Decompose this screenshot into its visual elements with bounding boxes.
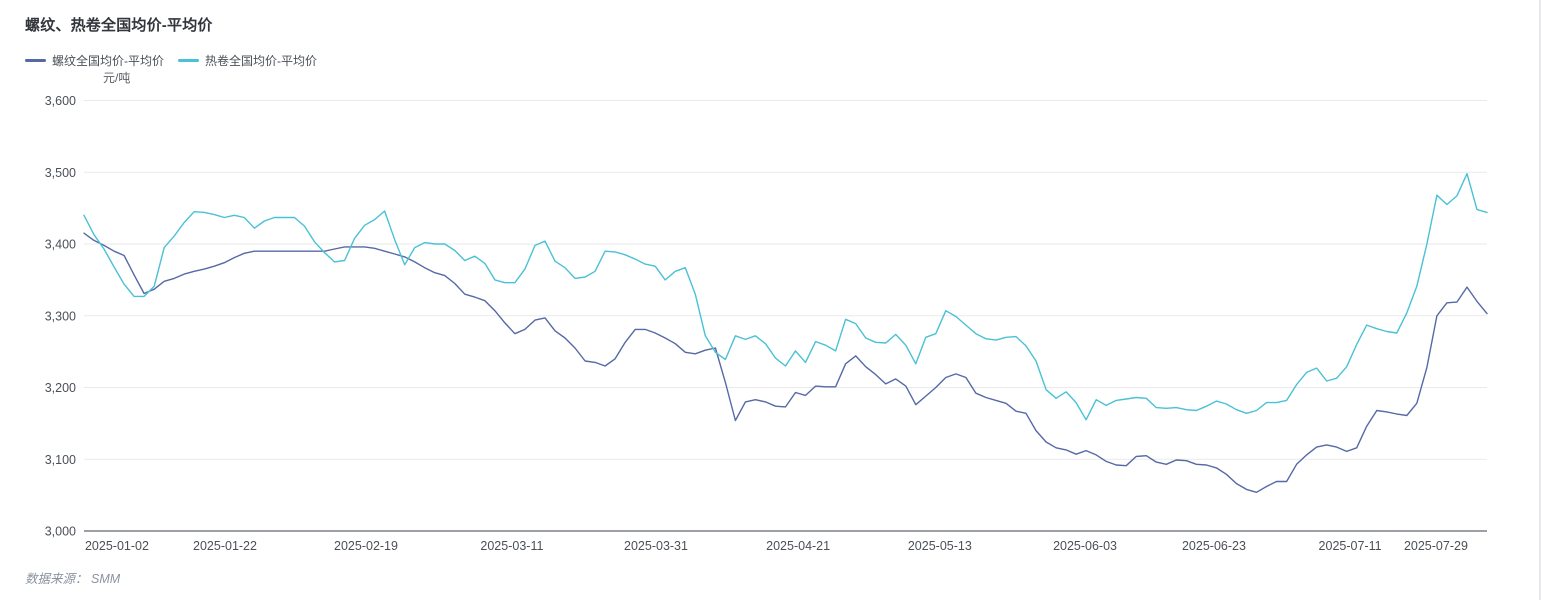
y-tick-label: 3,600	[45, 94, 76, 108]
y-tick-label: 3,300	[45, 309, 76, 323]
x-tick-label: 2025-05-13	[908, 539, 972, 553]
y-tick-label: 3,200	[45, 381, 76, 395]
x-tick-label: 2025-03-11	[480, 539, 543, 553]
panel-right-border	[1539, 0, 1541, 600]
y-tick-label: 3,400	[45, 238, 76, 252]
x-tick-label: 2025-01-22	[193, 539, 257, 553]
y-tick-label: 3,100	[45, 453, 76, 467]
x-tick-label: 2025-07-11	[1319, 539, 1382, 553]
y-axis-unit-label: 元/吨	[103, 71, 131, 85]
x-tick-label: 2025-07-29	[1404, 539, 1468, 553]
legend-item-rebar[interactable]: 螺纹全国均价-平均价	[25, 52, 164, 69]
data-source-note: 数据来源： SMM	[25, 568, 120, 587]
x-tick-label: 2025-06-23	[1182, 539, 1246, 553]
legend-label-rebar: 螺纹全国均价-平均价	[52, 54, 164, 68]
x-tick-label: 2025-01-02	[85, 539, 149, 553]
legend-label-hot-coil: 热卷全国均价-平均价	[205, 54, 317, 68]
legend-item-hot-coil[interactable]: 热卷全国均价-平均价	[178, 52, 317, 69]
y-tick-label: 3,000	[45, 525, 76, 539]
legend-swatch-rebar	[25, 59, 46, 62]
y-tick-label: 3,500	[45, 166, 76, 180]
chart-title: 螺纹、热卷全国均价-平均价	[25, 17, 213, 34]
x-tick-label: 2025-04-21	[766, 539, 830, 553]
series-line-hot-coil	[83, 172, 1488, 421]
x-tick-label: 2025-03-31	[624, 539, 688, 553]
series-line-rebar	[83, 232, 1488, 493]
x-tick-label: 2025-02-19	[334, 539, 398, 553]
data-source-value: SMM	[91, 572, 121, 586]
x-tick-label: 2025-06-03	[1053, 539, 1117, 553]
legend-swatch-hot-coil	[178, 59, 199, 62]
chart-legend: 螺纹全国均价-平均价 热卷全国均价-平均价	[25, 52, 331, 69]
data-source-prefix: 数据来源：	[25, 572, 88, 586]
